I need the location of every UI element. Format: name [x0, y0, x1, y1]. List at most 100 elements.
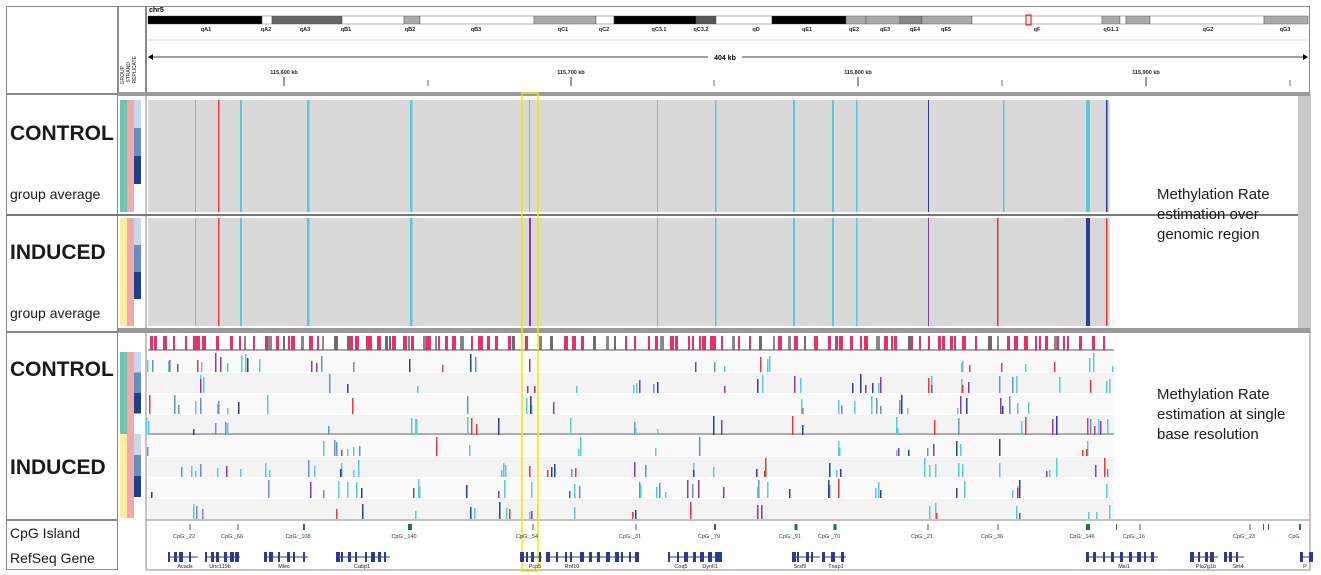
cpg-island-feature[interactable] — [997, 524, 999, 530]
attribute-replicate-cell[interactable] — [134, 352, 141, 373]
gene-label[interactable]: Triap1 — [828, 564, 843, 570]
cpg-island-feature[interactable] — [714, 524, 716, 530]
ideogram-band-label: qA3 — [300, 27, 310, 33]
attribute-group-cell[interactable] — [120, 352, 127, 373]
attribute-group-cell[interactable] — [120, 184, 127, 212]
cpg-island-feature[interactable] — [1249, 524, 1251, 530]
attribute-strand-cell[interactable] — [127, 156, 134, 184]
attribute-replicate-cell[interactable] — [134, 156, 141, 184]
attribute-replicate-cell[interactable] — [134, 413, 141, 435]
attribute-group-cell[interactable] — [120, 272, 127, 299]
attribute-strand-cell[interactable] — [127, 184, 134, 212]
attribute-group-cell[interactable] — [120, 156, 127, 184]
attribute-group-cell[interactable] — [120, 372, 127, 394]
cpg-island-label: CpG:_21 — [911, 534, 933, 540]
panel-splitter[interactable] — [118, 328, 1310, 333]
cpg-island-feature[interactable] — [927, 524, 929, 530]
attribute-replicate-cell[interactable] — [134, 299, 141, 326]
avg-control-track[interactable] — [148, 100, 1110, 212]
attribute-group-cell[interactable] — [120, 218, 127, 245]
gene-label[interactable]: Rnf10 — [565, 564, 580, 570]
attribute-strand-cell[interactable] — [127, 245, 134, 272]
attribute-replicate-cell[interactable] — [134, 434, 141, 455]
cpg-island-feature[interactable] — [635, 524, 637, 530]
attribute-replicate-cell[interactable] — [134, 184, 141, 212]
attribute-strand-cell[interactable] — [127, 393, 134, 414]
attribute-group-cell[interactable] — [120, 476, 127, 497]
sb-methylation-mark — [829, 485, 831, 498]
attribute-strand-cell[interactable] — [127, 299, 134, 326]
gene-label[interactable]: Pla2g1b — [1196, 564, 1216, 570]
attribute-replicate-cell[interactable] — [134, 372, 141, 394]
cpg-island-label: CpG — [1288, 534, 1299, 540]
gene-label[interactable]: Cabp1 — [354, 564, 370, 570]
attribute-replicate-cell[interactable] — [134, 476, 141, 497]
attribute-replicate-cell[interactable] — [134, 393, 141, 414]
cpg-island-feature[interactable] — [408, 524, 412, 530]
cpg-island-feature[interactable] — [532, 524, 534, 530]
attribute-group-cell[interactable] — [120, 497, 127, 518]
gene-label[interactable]: Acads — [177, 564, 193, 570]
cpg-island-feature[interactable] — [1116, 524, 1117, 530]
attribute-replicate-cell[interactable] — [134, 497, 141, 518]
sb-methylation-mark — [653, 384, 655, 393]
attribute-strand-cell[interactable] — [127, 372, 134, 394]
region-of-interest[interactable] — [521, 92, 539, 572]
gene-label[interactable]: P — [1303, 564, 1307, 570]
gene-label[interactable]: Dynll1 — [702, 564, 717, 570]
sb-methylation-mark — [347, 384, 349, 393]
attribute-replicate-cell[interactable] — [134, 245, 141, 272]
gene-label[interactable]: Srsf9 — [794, 564, 807, 570]
attribute-group-cell[interactable] — [120, 434, 127, 455]
cpg-island-feature[interactable] — [1299, 524, 1301, 530]
attribute-strand-cell[interactable] — [127, 497, 134, 518]
cpg-island-feature[interactable] — [303, 524, 305, 530]
attribute-strand-cell[interactable] — [127, 100, 134, 128]
attribute-replicate-cell[interactable] — [134, 455, 141, 476]
attribute-group-cell[interactable] — [120, 100, 127, 128]
attribute-replicate-cell[interactable] — [134, 128, 141, 156]
scrollbar-avg[interactable] — [1298, 96, 1310, 328]
avg-induced-track[interactable] — [148, 218, 1110, 326]
chromosome-ideogram[interactable]: qA1 qA2 qA3 qB1 qB2 qB3 qC1 qC2 qC3.1 qC3.2 qD qE1 q… — [0, 0, 1321, 100]
panel-splitter[interactable] — [118, 92, 1310, 96]
attribute-strand-cell[interactable] — [127, 413, 134, 435]
cpg-island-feature[interactable] — [794, 524, 798, 530]
avg-induced-methylation-bar — [529, 218, 531, 326]
gene-label[interactable]: Msi1 — [1118, 564, 1130, 570]
attribute-strand-cell[interactable] — [127, 434, 134, 455]
sb-methylation-mark — [1106, 484, 1108, 498]
attribute-group-cell[interactable] — [120, 393, 127, 414]
sb-control-label: CONTROL — [10, 358, 114, 381]
gene-label[interactable]: Sirt4 — [1232, 564, 1243, 570]
cpg-island-feature[interactable] — [237, 524, 239, 530]
cpg-island-label: CpG:_140 — [391, 534, 416, 540]
attribute-strand-cell[interactable] — [127, 455, 134, 476]
gene-label[interactable]: Coq5 — [674, 564, 687, 570]
attribute-replicate-cell[interactable] — [134, 218, 141, 245]
attribute-strand-cell[interactable] — [127, 272, 134, 299]
sb-summary-mark — [317, 336, 319, 350]
attribute-replicate-cell[interactable] — [134, 100, 141, 128]
attribute-group-cell[interactable] — [120, 299, 127, 326]
attribute-group-cell[interactable] — [120, 413, 127, 435]
cpg-island-feature[interactable] — [1268, 524, 1269, 530]
gene-label[interactable]: Unc119b — [209, 564, 231, 570]
attribute-strand-cell[interactable] — [127, 476, 134, 497]
cpg-island-feature[interactable] — [1086, 524, 1090, 530]
attribute-strand-cell[interactable] — [127, 352, 134, 373]
gene-label[interactable]: Pcp5 — [529, 564, 542, 570]
sb-methylation-mark — [958, 418, 960, 435]
attribute-strand-cell[interactable] — [127, 128, 134, 156]
cpg-island-feature[interactable] — [1139, 524, 1141, 530]
cpg-island-feature[interactable] — [833, 524, 837, 530]
attribute-strand-cell[interactable] — [127, 218, 134, 245]
attribute-replicate-cell[interactable] — [134, 272, 141, 299]
attribute-group-cell[interactable] — [120, 128, 127, 156]
gene-label[interactable]: Mlec — [278, 564, 290, 570]
attribute-group-cell[interactable] — [120, 455, 127, 476]
cpg-island-feature[interactable] — [189, 524, 191, 530]
cpg-island-feature[interactable] — [1263, 524, 1264, 530]
attribute-group-cell[interactable] — [120, 245, 127, 272]
